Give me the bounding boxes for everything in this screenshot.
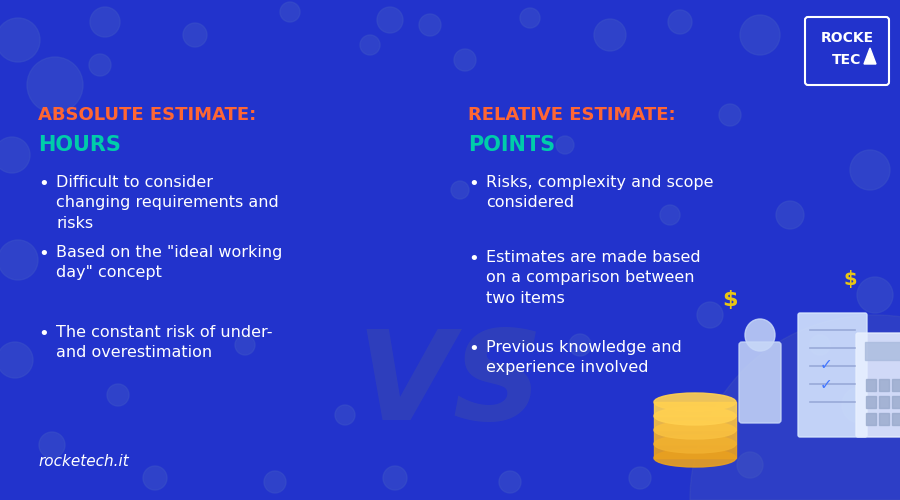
Text: •: •	[38, 245, 49, 263]
Ellipse shape	[654, 421, 736, 439]
Text: •: •	[468, 175, 479, 193]
Circle shape	[0, 342, 33, 378]
FancyBboxPatch shape	[805, 17, 889, 85]
Circle shape	[451, 181, 469, 199]
Bar	[865, 342, 900, 360]
Circle shape	[697, 302, 723, 328]
Bar	[654, 416, 736, 430]
Circle shape	[0, 240, 38, 280]
Bar	[654, 402, 736, 416]
Text: TEC: TEC	[832, 53, 861, 67]
Circle shape	[39, 432, 65, 458]
Bar	[866, 413, 876, 425]
Circle shape	[737, 452, 763, 478]
Circle shape	[810, 335, 830, 355]
Circle shape	[383, 466, 407, 490]
Circle shape	[719, 104, 741, 126]
Circle shape	[454, 49, 476, 71]
FancyBboxPatch shape	[856, 333, 900, 437]
Circle shape	[0, 18, 40, 62]
Text: $: $	[843, 270, 857, 289]
Circle shape	[818, 38, 862, 82]
Circle shape	[660, 205, 680, 225]
Ellipse shape	[654, 449, 736, 467]
Bar	[879, 396, 889, 408]
Text: ROCKE: ROCKE	[821, 31, 874, 45]
Text: ABSOLUTE ESTIMATE:: ABSOLUTE ESTIMATE:	[38, 106, 256, 124]
Text: $: $	[722, 290, 738, 310]
Text: •: •	[38, 325, 49, 343]
Text: Risks, complexity and scope
considered: Risks, complexity and scope considered	[486, 175, 714, 210]
Circle shape	[183, 23, 207, 47]
Circle shape	[850, 150, 890, 190]
Circle shape	[143, 466, 167, 490]
Text: RELATIVE ESTIMATE:: RELATIVE ESTIMATE:	[468, 106, 676, 124]
Bar	[892, 413, 900, 425]
Text: ✓: ✓	[820, 358, 832, 372]
Text: ✓: ✓	[820, 378, 832, 392]
Circle shape	[89, 54, 111, 76]
Text: •: •	[468, 340, 479, 358]
Text: The constant risk of under-
and overestimation: The constant risk of under- and overesti…	[56, 325, 273, 360]
Bar	[879, 413, 889, 425]
Circle shape	[264, 471, 286, 493]
Circle shape	[90, 7, 120, 37]
Bar	[866, 396, 876, 408]
Ellipse shape	[745, 319, 775, 351]
Circle shape	[107, 384, 129, 406]
Text: VS: VS	[356, 324, 544, 446]
Text: POINTS: POINTS	[468, 135, 555, 155]
Circle shape	[740, 15, 780, 55]
Circle shape	[520, 8, 540, 28]
Text: Estimates are made based
on a comparison between
two items: Estimates are made based on a comparison…	[486, 250, 700, 306]
Polygon shape	[864, 48, 876, 64]
Bar	[892, 379, 900, 391]
Circle shape	[0, 137, 30, 173]
Text: Based on the "ideal working
day" concept: Based on the "ideal working day" concept	[56, 245, 283, 280]
Circle shape	[629, 467, 651, 489]
Circle shape	[499, 471, 521, 493]
Circle shape	[377, 7, 403, 33]
Circle shape	[776, 201, 804, 229]
Circle shape	[27, 57, 83, 113]
Circle shape	[668, 10, 692, 34]
Circle shape	[857, 277, 893, 313]
Bar	[879, 379, 889, 391]
Text: •: •	[468, 250, 479, 268]
Circle shape	[360, 35, 380, 55]
Bar	[892, 396, 900, 408]
Ellipse shape	[654, 393, 736, 411]
Circle shape	[280, 2, 300, 22]
Circle shape	[594, 19, 626, 51]
Text: •: •	[38, 175, 49, 193]
Circle shape	[556, 136, 574, 154]
Text: Difficult to consider
changing requirements and
risks: Difficult to consider changing requireme…	[56, 175, 279, 231]
Text: rocketech.it: rocketech.it	[38, 454, 129, 469]
Text: Previous knowledge and
experience involved: Previous knowledge and experience involv…	[486, 340, 682, 376]
Text: HOURS: HOURS	[38, 135, 121, 155]
FancyBboxPatch shape	[798, 313, 867, 437]
Ellipse shape	[654, 407, 736, 425]
Circle shape	[842, 387, 878, 423]
FancyBboxPatch shape	[739, 342, 781, 423]
Circle shape	[569, 334, 591, 356]
Bar	[654, 430, 736, 444]
Wedge shape	[690, 315, 900, 500]
Circle shape	[335, 405, 355, 425]
Circle shape	[419, 14, 441, 36]
Bar	[866, 379, 876, 391]
Circle shape	[235, 335, 255, 355]
Ellipse shape	[654, 435, 736, 453]
Bar	[654, 444, 736, 458]
